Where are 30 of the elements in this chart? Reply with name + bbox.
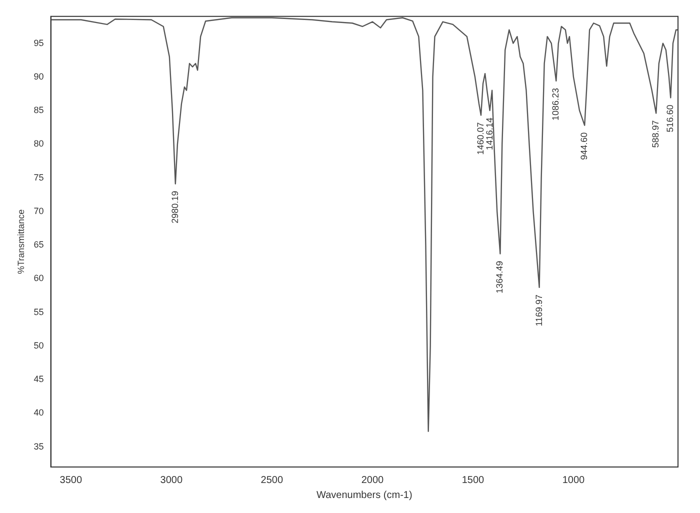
annotation: 1460.07: [475, 122, 486, 155]
x-axis-title: Wavenumbers (cm-1): [316, 490, 412, 501]
annotation: 944.60: [579, 132, 590, 160]
y-tick-label: 35: [34, 441, 44, 452]
y-tick-label: 60: [34, 273, 44, 284]
x-tick-label: 2000: [361, 474, 384, 486]
x-tick-label: 3000: [160, 474, 183, 486]
y-tick-label: 65: [34, 240, 44, 250]
annotation: 1169.97: [534, 294, 544, 326]
annotation: 1416.14: [484, 118, 494, 150]
x-tick-label: 2500: [260, 474, 284, 486]
y-tick-label: 85: [34, 105, 44, 116]
y-axis-title: %Transmittance: [16, 209, 26, 274]
y-tick-label: 75: [34, 172, 44, 182]
y-tick-label: 90: [34, 71, 44, 82]
annotation: 1364.49: [494, 260, 505, 294]
y-tick-label: 70: [34, 206, 44, 216]
annotation: 1086.23: [550, 88, 561, 121]
x-tick-label: 1500: [462, 474, 485, 486]
y-tick-label: 45: [34, 374, 44, 384]
annotation: 516.60: [665, 104, 676, 132]
annotation: 588.97: [650, 120, 661, 148]
x-tick-label: 3500: [60, 474, 82, 486]
y-tick-label: 50: [34, 340, 44, 350]
annotation: 2980.19: [170, 190, 180, 224]
y-tick-label: 80: [34, 138, 44, 149]
y-tick-label: 95: [34, 38, 44, 48]
y-tick-label: 40: [34, 408, 44, 418]
x-tick-label: 1000: [562, 474, 586, 486]
y-tick-label: 55: [34, 306, 44, 317]
